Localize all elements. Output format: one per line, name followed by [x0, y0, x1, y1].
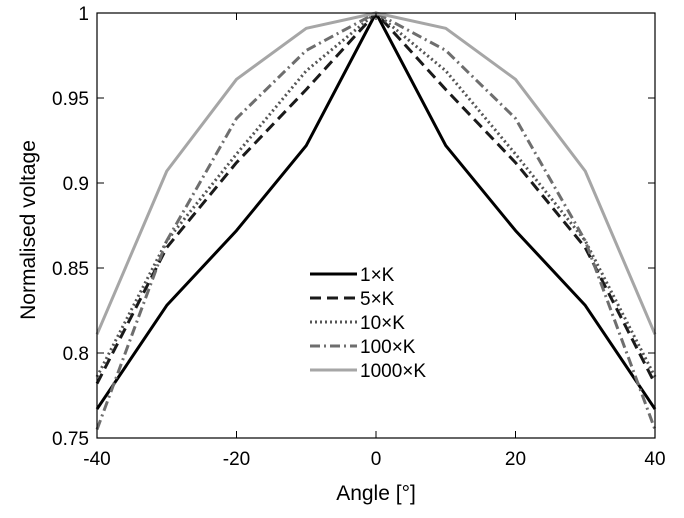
x-tick-label: 0	[371, 449, 382, 470]
y-tick-label: 0.95	[52, 89, 89, 110]
legend-label-2: 5×K	[360, 289, 395, 310]
x-tick-label: 40	[644, 449, 665, 470]
legend: 1×K 5×K 10×K 100×K 1000×K	[310, 265, 426, 382]
series-line-5	[95, 11, 657, 335]
series-line-3	[95, 11, 657, 378]
y-tick-label: 0.9	[63, 174, 89, 195]
x-tick-label: -20	[223, 449, 250, 470]
y-tick-label: 0.85	[52, 259, 89, 280]
x-axis-label: Angle [°]	[336, 482, 416, 505]
legend-label-4: 100×K	[360, 337, 416, 358]
legend-label-5: 1000×K	[360, 361, 426, 382]
y-tick-label: 1	[78, 4, 89, 25]
y-tick-label: 0.75	[52, 429, 89, 450]
series-line-4	[95, 11, 657, 431]
legend-label-1: 1×K	[360, 265, 395, 286]
y-tick-label: 0.8	[63, 344, 89, 365]
legend-label-3: 10×K	[360, 313, 405, 334]
axes: -40 -20 0 20 40 0.75 0.8 0.85 0.9 0.95 1	[52, 4, 666, 470]
x-tick-label: -40	[83, 449, 110, 470]
x-tick-label: 20	[505, 449, 526, 470]
y-axis-label: Normalised voltage	[17, 140, 40, 320]
